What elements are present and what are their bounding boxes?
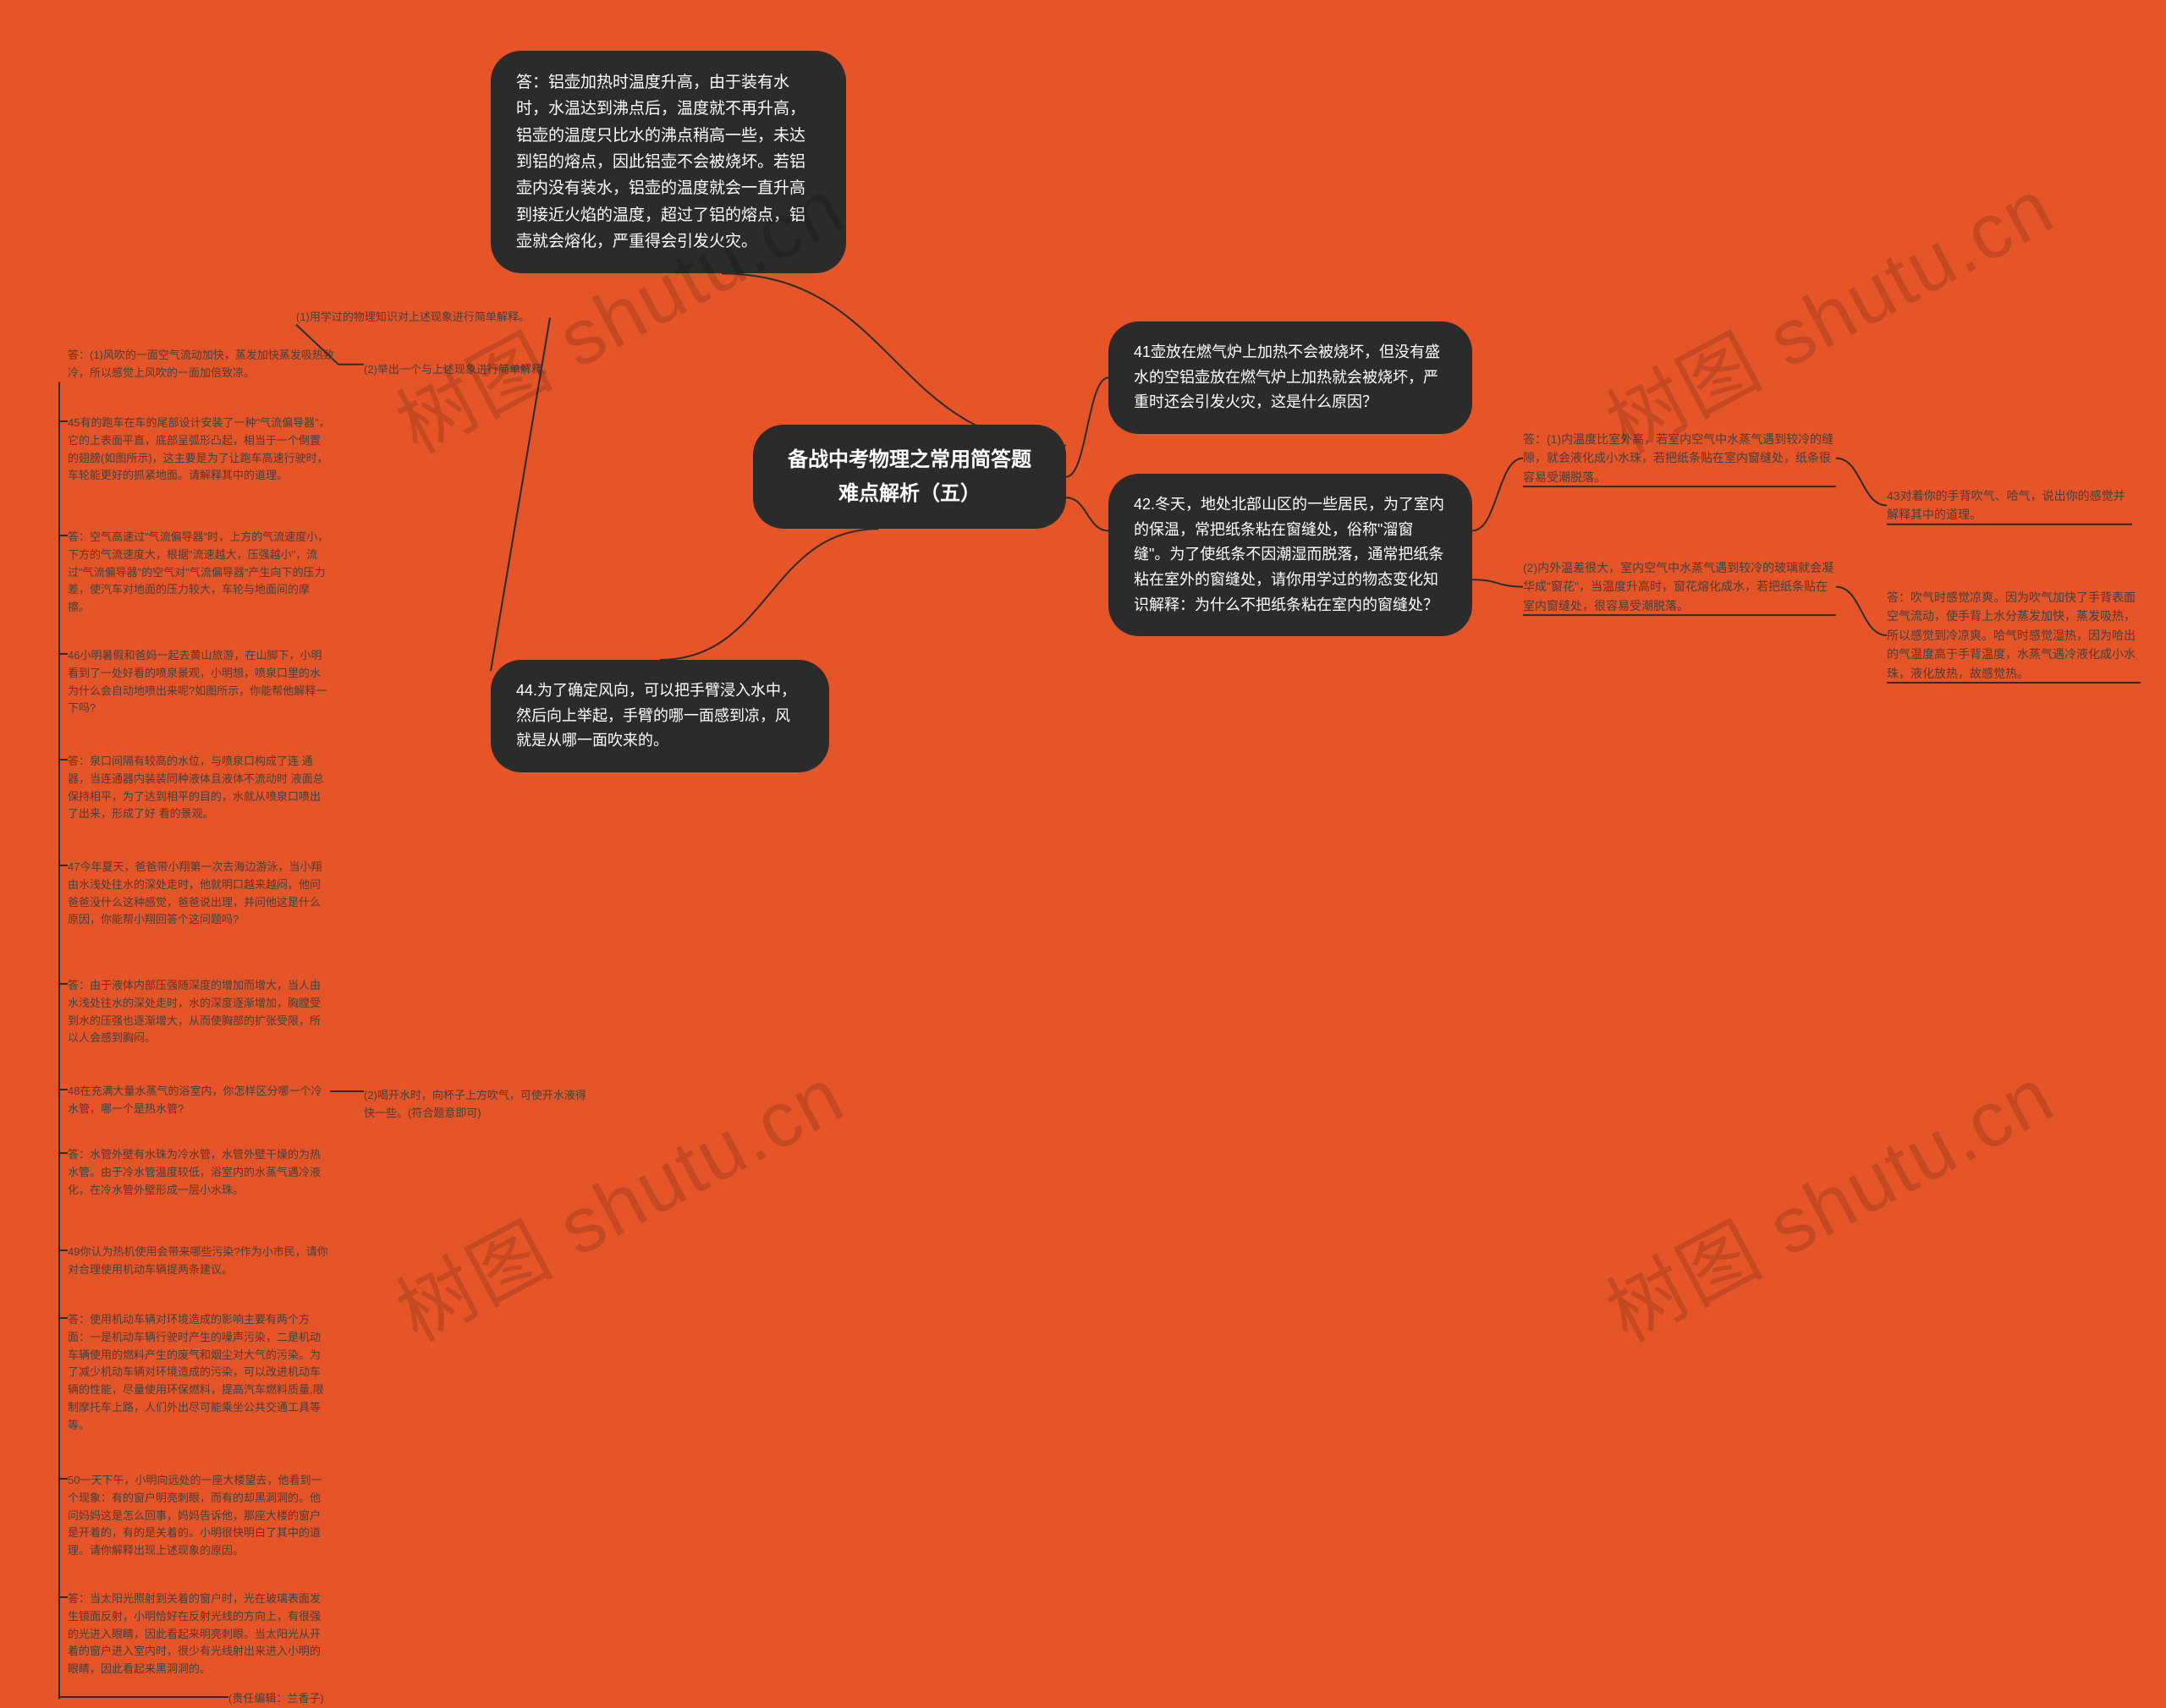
- left-r1: (1)用学过的物理知识对上述现象进行简单解释。: [296, 309, 550, 327]
- root-node: 备战中考物理之常用简答题难点解析（五）: [753, 425, 1066, 529]
- node-a42-1: 答：(1)内温度比室外高，若室内空气中水蒸气遇到较冷的缝隙，就会液化成小水珠，若…: [1523, 430, 1836, 486]
- left-r9: 48在充满大量水蒸气的浴室内，你怎样区分哪一个冷水管，哪一个是热水管?: [68, 1083, 330, 1118]
- left-r2b: (2)举出一个与上述现象进行简单解释。: [364, 361, 592, 379]
- node-q43: 43对着你的手背吹气、哈气，说出你的感觉并解释其中的道理。: [1887, 486, 2132, 524]
- left-r12: 答：使用机动车辆对环境造成的影响主要有两个方面：一是机动车辆行驶时产生的噪声污染…: [68, 1311, 330, 1435]
- node-q41: 41壶放在燃气炉上加热不会被烧坏，但没有盛水的空铝壶放在燃气炉上加热就会被烧坏，…: [1108, 321, 1472, 434]
- left-r13: 50一天下午，小明向远处的一座大楼望去，他看到一个现象：有的窗户明亮刺眼，而有的…: [68, 1472, 330, 1560]
- left-r14: 答：当太阳光照射到关着的窗户时，光在玻璃表面发生镜面反射，小明恰好在反射光线的方…: [68, 1590, 330, 1678]
- left-r4: 答：空气高速过"气流偏导器"时，上方的气流速度小，下方的气流速度大，根据"流速越…: [68, 529, 330, 617]
- left-r2: 答：(1)风吹的一面空气流动加快，蒸发加快蒸发吸热致冷，所以感觉上风吹的一面加倍…: [68, 347, 338, 382]
- left-r10: 答：水管外壁有水珠为冷水管，水管外壁干燥的为热水管。由于冷水管温度较低，浴室内的…: [68, 1146, 330, 1199]
- left-r11: 49你认为热机使用会带来哪些污染?作为小市民，请你对合理使用机动车辆提两条建议。: [68, 1244, 330, 1279]
- answer-top: 答：铝壶加热时温度升高，由于装有水时，水温达到沸点后，温度就不再升高，铝壶的温度…: [491, 51, 846, 273]
- left-editor: (责任编辑：兰香子): [228, 1690, 355, 1708]
- mindmap-canvas: [0, 0, 2166, 1706]
- left-r9b: (2)喝开水时，向杯子上方吹气，可使开水液得快一些。(符合题意即可): [364, 1087, 592, 1123]
- left-r7: 47今年夏天，爸爸带小翔第一次去海边游泳，当小翔由水浅处往水的深处走时，他就明口…: [68, 859, 330, 929]
- node-q44: 44.为了确定风向，可以把手臂浸入水中，然后向上举起，手臂的哪一面感到凉，风就是…: [491, 660, 829, 772]
- node-a42-2: (2)内外温差很大，室内空气中水蒸气遇到较冷的玻璃就会凝华成"窗花"，当温度升高…: [1523, 558, 1836, 615]
- left-r5: 46小明暑假和爸妈一起去黄山旅游，在山脚下，小明看到了一处好看的喷泉景观，小明想…: [68, 647, 330, 717]
- left-r6: 答：泉口间隔有较高的水位，与喷泉口构成了连 通器，当连通器内装装同种液体且液体不…: [68, 753, 330, 823]
- left-r8: 答：由于液体内部压强随深度的增加而增大，当人由水浅处往水的深处走时，水的深度逐渐…: [68, 977, 330, 1047]
- left-r3: 45有的跑车在车的尾部设计安装了一种"气流偏导器"，它的上表面平直，底部呈弧形凸…: [68, 415, 330, 485]
- node-a43: 答：吹气时感觉凉爽。因为吹气加快了手背表面空气流动，使手背上水分蒸发加快，蒸发吸…: [1887, 588, 2141, 683]
- node-q42: 42.冬天，地处北部山区的一些居民，为了室内的保温，常把纸条粘在窗缝处，俗称"溜…: [1108, 474, 1472, 636]
